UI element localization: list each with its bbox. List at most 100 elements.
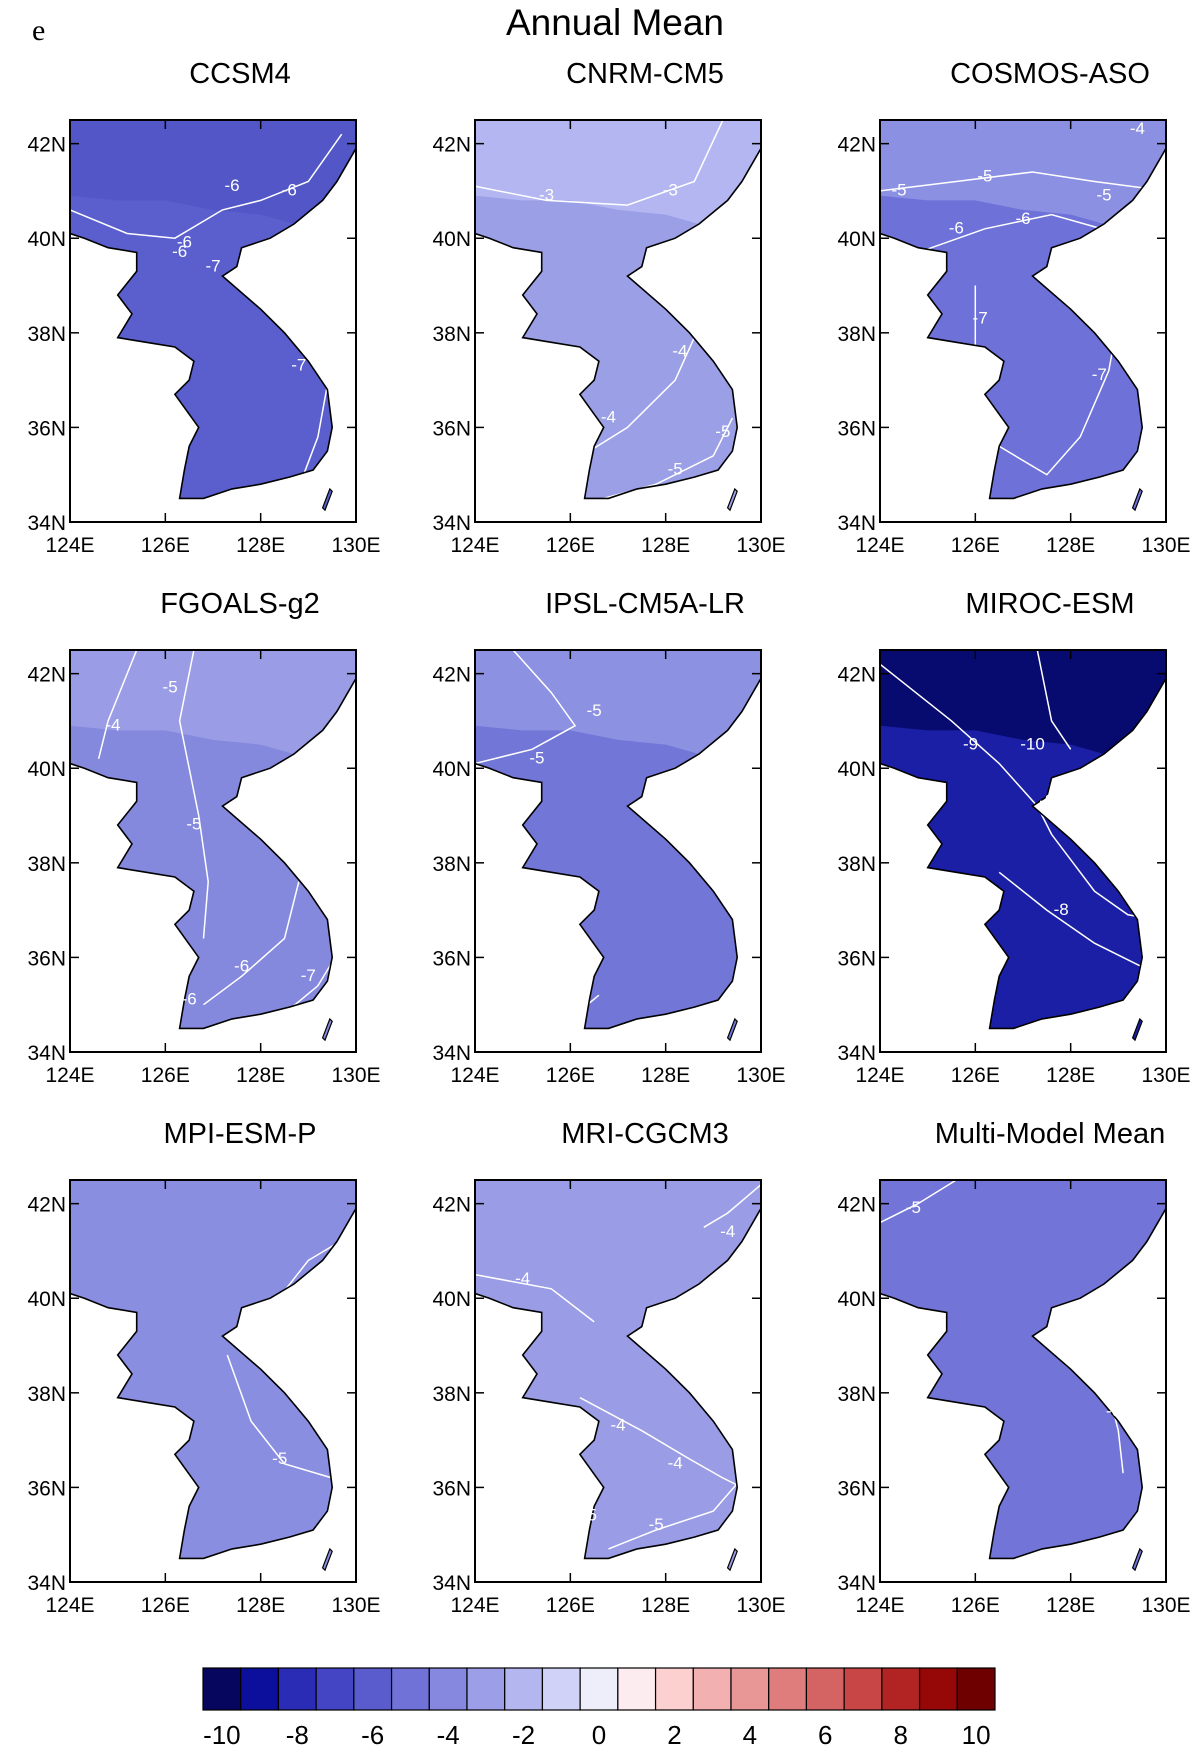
lon-tick-label: 124E (450, 534, 499, 557)
contour-line (880, 1180, 957, 1224)
contour-label: -6 (182, 990, 197, 1009)
contour-line (178, 650, 209, 939)
lat-tick-label: 38N (837, 853, 876, 876)
lon-tick-label: 128E (641, 1064, 690, 1087)
contour-label: -10 (1020, 734, 1045, 753)
island (726, 1547, 738, 1572)
lat-tick-label: 36N (432, 417, 471, 440)
colorbar-swatch (466, 1667, 506, 1711)
colorbar-swatch (353, 1667, 393, 1711)
map-frame (879, 1179, 1167, 1583)
contour-label: -4 (672, 341, 687, 360)
map-frame (474, 119, 762, 523)
map-plot: -4 -5 -5 -5 -6 -6 -7 -7 124E 126E 128E 130E 34N 36N 38… (837, 119, 1191, 557)
map-panel-8: MRI-CGCM3 -4 -4 -4 -4 -5 -5 124E 126E 128E 130E 34N… (432, 1118, 865, 1628)
lon-tick-label: 124E (855, 1064, 904, 1087)
contour-label: -3 (539, 185, 554, 204)
contour-label: -5 (529, 749, 544, 768)
colorbar-swatch (541, 1667, 581, 1711)
lat-tick-label: 40N (837, 1288, 876, 1311)
contour-label: -5 (291, 1279, 306, 1298)
colorbar-swatch (654, 1667, 694, 1711)
coastline (69, 119, 357, 500)
contour-line (917, 213, 1119, 254)
contour-label: -6 (172, 242, 187, 261)
lon-tick-label: 128E (1046, 1064, 1095, 1087)
island (726, 1017, 738, 1042)
lat-tick-label: 42N (837, 664, 876, 687)
panel-title: Multi-Model Mean (934, 1118, 1166, 1150)
lon-tick-label: 128E (641, 1594, 690, 1617)
map-frame (879, 649, 1167, 1053)
panel-title: MRI-CGCM3 (561, 1118, 729, 1150)
contour-line (475, 650, 577, 765)
land-fill-north (475, 120, 761, 224)
lat-tick-label: 42N (27, 1194, 66, 1217)
lat-tick-label: 38N (432, 323, 471, 346)
panel-title: COSMOS-ASO (950, 58, 1150, 90)
lat-tick-label: 34N (27, 512, 66, 535)
coastline (474, 119, 762, 500)
map-frame (69, 1179, 357, 1583)
land-fill-north (70, 650, 356, 754)
contour-line (880, 663, 1157, 921)
panel-title: IPSL-CM5A-LR (545, 588, 745, 620)
colorbar-label: 10 (962, 1720, 991, 1750)
colorbar-swatch (315, 1667, 355, 1711)
map-frame (69, 119, 357, 523)
land-fill-north (70, 120, 356, 224)
lat-tick-label: 40N (432, 758, 471, 781)
colorbar-swatch (881, 1667, 921, 1711)
contour-label: -5 (186, 815, 201, 834)
contour-label: -5 (587, 701, 602, 720)
land-fill-north (70, 1180, 356, 1284)
lat-tick-label: 34N (837, 1042, 876, 1065)
lon-tick-label: 126E (951, 1064, 1000, 1087)
map-panel-9: Multi-Model Mean -5 -6 124E 126E 128E 130E 34N 3… (837, 1118, 1195, 1628)
contour-label: -4 (515, 1269, 530, 1288)
lat-tick-label: 34N (837, 512, 876, 535)
colorbar-swatch (202, 1667, 242, 1711)
land-fill-north (880, 1180, 1166, 1284)
contour-label: -4 (720, 1222, 735, 1241)
map-panel-3: COSMOS-ASO -4 -5 -5 -5 -6 -6 -7 -7 124E 126E 128E 13… (837, 58, 1195, 568)
lon-tick-label: 130E (331, 1594, 380, 1617)
lat-tick-label: 42N (432, 664, 471, 687)
contour-label: -6 (225, 176, 240, 195)
contour-line (608, 1477, 743, 1550)
contour-label: -9 (1039, 791, 1054, 810)
map-panel-2: CNRM-CM5 -3 -3 -4 -4 -5 -5 124E 126E 128E 130E 34N 3… (432, 58, 865, 568)
colorbar-swatch (277, 1667, 317, 1711)
lon-tick-label: 130E (736, 534, 785, 557)
lon-tick-label: 124E (450, 1064, 499, 1087)
contour-line (475, 120, 724, 206)
contour-label: -4 (610, 1416, 625, 1435)
contour-label: -5 (977, 166, 992, 185)
contour-label: -6 (949, 219, 964, 238)
lat-tick-label: 42N (432, 1194, 471, 1217)
contour-label: -5 (668, 460, 683, 479)
lon-tick-label: 126E (951, 534, 1000, 557)
contour-line (1036, 650, 1072, 750)
contour-line (203, 881, 300, 1006)
island (1131, 1017, 1143, 1042)
land-fill-north (880, 120, 1166, 224)
colorbar-swatch (730, 1667, 770, 1711)
colorbar-label: -2 (512, 1720, 535, 1750)
contour-line (998, 871, 1143, 968)
lat-tick-label: 38N (27, 1383, 66, 1406)
lon-tick-label: 130E (736, 1064, 785, 1087)
map-plot: -5 -5 -5 124E 126E 128E 130E 34N 36N 38N 40N 42N (27, 1179, 381, 1617)
contour-label: -6 (1106, 1401, 1121, 1420)
colorbar-svg: -10 -8 -6 -4 -2 0 2 4 6 8 10 (202, 1667, 996, 1750)
map-frame (69, 649, 357, 1053)
contour-line (288, 961, 333, 1010)
colorbar-swatch (918, 1667, 958, 1711)
island (321, 1547, 333, 1572)
contour-label: -5 (715, 422, 730, 441)
map-plot: -9 -9 -9 -10 -10 -8 124E 126E 128E 130E 34N 36N 38N 4… (837, 649, 1191, 1087)
coastline (879, 1179, 1167, 1560)
lon-tick-label: 126E (546, 1594, 595, 1617)
lat-tick-label: 38N (837, 1383, 876, 1406)
